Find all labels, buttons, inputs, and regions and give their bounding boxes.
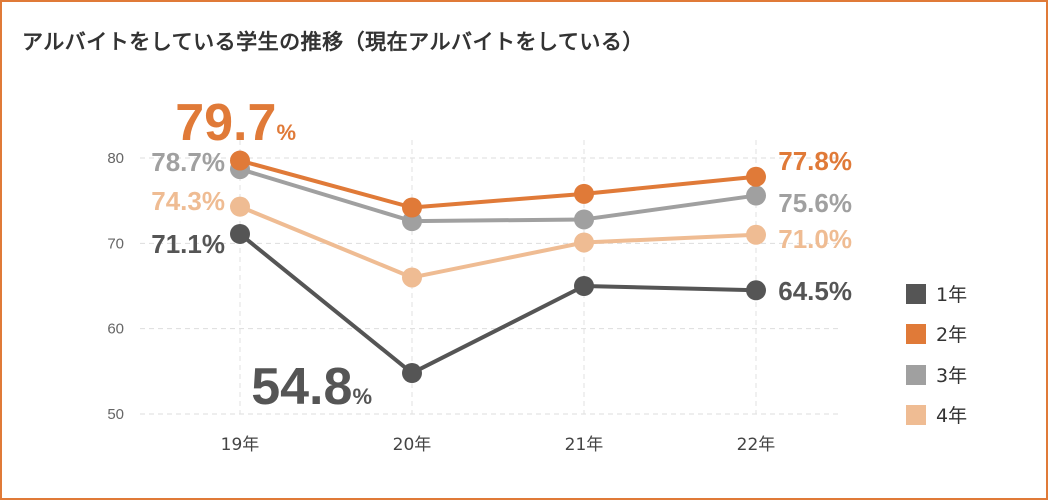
series-line [239, 158, 757, 210]
series-1年 [230, 223, 766, 384]
y-tick-label: 50 [107, 406, 124, 423]
data-point [402, 363, 422, 384]
data-label-unit: % [352, 384, 372, 409]
legend-swatch [906, 324, 926, 344]
y-tick-label: 60 [107, 321, 124, 338]
legend-swatch [906, 365, 926, 385]
data-label-unit: % [276, 120, 296, 145]
y-tick-label: 70 [107, 235, 124, 252]
data-label: 77.8% [778, 146, 852, 176]
legend-label: 3年 [936, 365, 967, 387]
data-point [746, 280, 766, 301]
x-tick-label: 22年 [737, 435, 776, 455]
series-line [239, 204, 757, 280]
x-tick-label: 19年 [221, 435, 260, 455]
data-label: 74.3% [151, 186, 225, 216]
data-point [402, 197, 422, 218]
data-label: 78.7% [151, 147, 225, 177]
legend-swatch [906, 284, 926, 304]
legend-swatch [906, 405, 926, 425]
data-label: 64.5% [778, 276, 852, 306]
data-point [574, 209, 594, 230]
data-point [746, 185, 766, 206]
data-label: 75.6% [778, 188, 852, 218]
series-2年 [230, 150, 766, 218]
legend-label: 2年 [936, 324, 967, 346]
legend-label: 1年 [936, 284, 967, 306]
y-tick-label: 80 [107, 150, 124, 167]
data-point [574, 276, 594, 296]
data-point [574, 232, 594, 253]
data-point [746, 166, 766, 187]
data-point [230, 196, 250, 217]
grid [140, 140, 840, 415]
series-line [238, 232, 757, 376]
data-point [230, 150, 250, 171]
chart-title: アルバイトをしている学生の推移（現在アルバイトをしている） [22, 30, 644, 54]
data-label: 71.1% [151, 229, 225, 259]
data-label: 54.8% [251, 358, 372, 416]
x-tick-label: 20年 [393, 435, 432, 455]
series-line [239, 167, 757, 224]
series-4年 [230, 196, 766, 288]
data-point [402, 267, 422, 288]
x-tick-label: 21年 [565, 435, 604, 455]
data-point [230, 223, 250, 244]
series-3年 [230, 159, 766, 232]
legend: 1年 2年 3年 4年 [906, 284, 967, 427]
data-label: 79.7% [175, 94, 296, 152]
data-point [574, 183, 594, 204]
data-point [746, 224, 766, 245]
data-label: 71.0% [778, 224, 852, 254]
legend-label: 4年 [936, 405, 967, 427]
